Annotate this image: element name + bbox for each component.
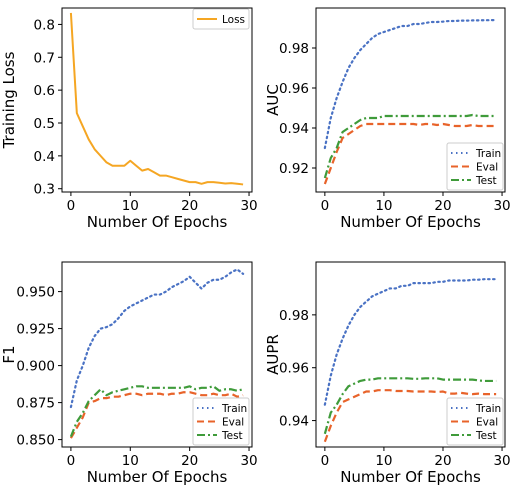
y-tick-label: 0.94 (279, 414, 309, 430)
x-axis-label: Number Of Epochs (340, 468, 481, 486)
series-line-eval (69, 391, 244, 439)
y-tick-label: 0.92 (279, 161, 309, 177)
legend-label-eval: Eval (222, 417, 244, 429)
x-axis-label: Number Of Epochs (87, 213, 228, 231)
series-line-train (323, 18, 498, 150)
y-axis-label: AUPR (264, 334, 282, 375)
y-tick-label: 0.96 (279, 361, 309, 377)
legend-label-test: Test (475, 175, 497, 187)
y-tick-label: 0.96 (279, 81, 309, 97)
x-tick-label: 0 (321, 453, 330, 469)
y-tick-label: 0.5 (34, 116, 55, 132)
plot-frame (61, 261, 253, 448)
series-line-loss (69, 12, 244, 186)
x-tick-label: 10 (122, 198, 139, 214)
x-tick-label: 30 (493, 198, 510, 214)
series-line-train (323, 278, 498, 406)
x-tick-label: 30 (240, 453, 257, 469)
legend-label-train: Train (475, 148, 501, 160)
series-line-test (323, 113, 497, 179)
legend-label-train: Train (475, 403, 501, 415)
series-line-test (323, 377, 497, 435)
plot-frame (315, 261, 506, 448)
y-axis-label: AUC (264, 84, 282, 116)
x-tick-label: 0 (67, 198, 76, 214)
y-tick-label: 0.950 (16, 285, 55, 301)
y-tick-label: 0.6 (34, 83, 55, 99)
legend-box (446, 142, 504, 191)
x-tick-label: 30 (493, 453, 510, 469)
legend-box (446, 397, 504, 446)
y-tick-label: 0.98 (279, 41, 309, 57)
legend-box (192, 8, 250, 30)
chart-panel-1: 0 10 20 30 0.3 0.4 0.5 0.6 0.7 0.8 Number Of Epoch… (0, 7, 258, 231)
series-line-eval (323, 122, 497, 185)
x-tick-label: 0 (67, 453, 76, 469)
y-tick-label: 0.94 (279, 121, 309, 137)
y-tick-label: 0.7 (34, 50, 55, 66)
plot-frame (61, 7, 253, 193)
y-tick-label: 0.4 (34, 149, 55, 165)
chart-panel-2: 0 10 20 30 0.92 0.94 0.96 0.98 Number Of Epochs A… (264, 7, 511, 231)
x-tick-label: 10 (375, 453, 392, 469)
x-tick-label: 10 (122, 453, 139, 469)
plot-frame (315, 7, 506, 193)
legend-box (192, 397, 250, 446)
x-axis-label: Number Of Epochs (340, 213, 481, 231)
legend: Loss (192, 8, 250, 30)
x-tick-label: 10 (375, 198, 392, 214)
x-tick-label: 20 (181, 198, 198, 214)
x-tick-label: 20 (434, 453, 451, 469)
y-tick-label: 0.925 (16, 322, 55, 338)
x-tick-label: 30 (240, 198, 257, 214)
y-tick-label: 0.875 (16, 396, 55, 412)
y-tick-label: 0.3 (34, 182, 55, 198)
series-line-test (69, 385, 244, 438)
legend-label-train: Train (221, 403, 247, 415)
y-tick-label: 0.98 (279, 308, 309, 324)
y-axis-label: Training Loss (0, 51, 18, 149)
series-line-eval (323, 389, 497, 443)
chart-panel-3: 0 10 20 30 0.850 0.875 0.900 0.925 0.950 Number O… (0, 261, 258, 486)
x-tick-label: 20 (434, 198, 451, 214)
legend-label-test: Test (221, 430, 243, 442)
chart-panel-4: 0 10 20 30 0.94 0.96 0.98 Number Of Epochs AUPR T… (264, 261, 511, 486)
y-tick-label: 0.8 (34, 17, 55, 33)
x-axis-label: Number Of Epochs (87, 468, 228, 486)
x-tick-label: 20 (181, 453, 198, 469)
series-line-train (69, 268, 245, 409)
legend-label-test: Test (475, 430, 497, 442)
y-tick-label: 0.850 (16, 433, 55, 449)
legend-label-eval: Eval (476, 417, 498, 429)
legend-label-loss: Loss (222, 14, 245, 26)
y-axis-label: F1 (0, 345, 18, 363)
x-tick-label: 0 (321, 198, 330, 214)
y-tick-label: 0.900 (16, 359, 55, 375)
legend-label-eval: Eval (476, 162, 498, 174)
